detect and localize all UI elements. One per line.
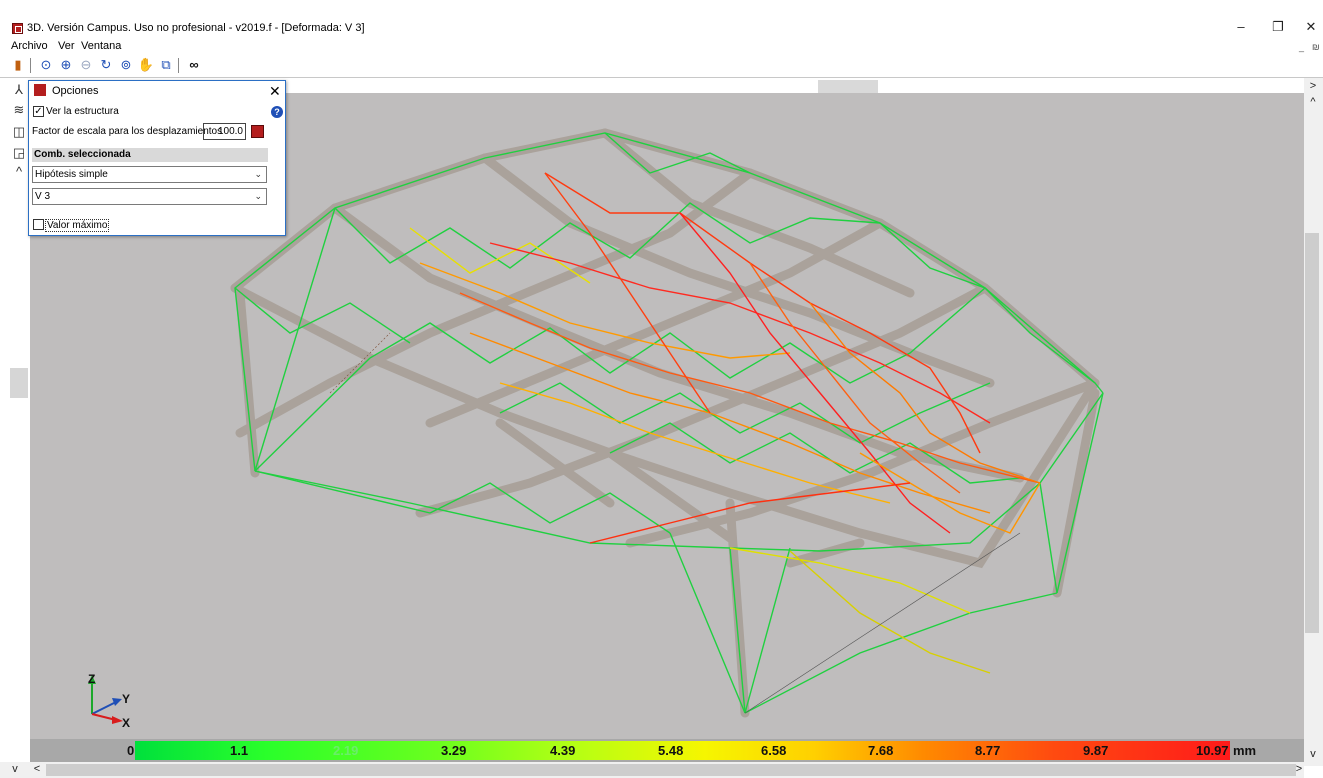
cube-icon[interactable]: ◫ [12,124,26,139]
mdi-minimize-button[interactable]: _ [1299,42,1305,52]
panel-title: Opciones [52,85,99,97]
menu-ventana[interactable]: Ventana [81,40,122,52]
factor-escala-input[interactable]: 100.0 [203,123,246,140]
top-scroll-thumb[interactable] [818,80,878,93]
scroll-up-arrow[interactable]: ^ [1310,96,1316,108]
app-logo-icon [34,84,46,97]
help-icon[interactable]: ? [271,106,283,118]
axis-x-label: X [122,716,131,730]
axis-y-label: Y [122,692,131,706]
combo-type-select[interactable]: Hipótesis simple ⌄ [32,166,267,183]
scroll-left-arrow[interactable]: < [33,763,41,775]
axis-triad [88,675,123,724]
factor-escala-label: Factor de escala para los desplazamiento… [32,126,223,137]
horizontal-scroll-thumb[interactable] [46,764,1296,776]
valor-maximo-checkbox[interactable] [33,219,44,230]
legend-label: 8.77 [975,743,1001,758]
calculator-icon[interactable] [251,125,264,138]
rotate-icon[interactable]: ↻ [100,57,112,72]
zoom-all-icon[interactable]: ⊕ [60,57,72,72]
cube-rotate-icon[interactable]: ◲ [12,145,26,160]
scroll-down-arrow[interactable]: v [1310,748,1316,760]
scroll-right-top-arrow[interactable]: > [1309,80,1317,92]
mdi-restore-button[interactable]: ₪ [1312,42,1320,52]
options-panel: Opciones ✕ ? ✓ Ver la estructura Factor … [28,80,286,236]
displacement-legend: 0 1.1 2.19 3.29 4.39 5.48 6.58 7.68 8.77… [30,739,1304,762]
pan-hand-icon[interactable]: ✋ [137,57,155,72]
deformed-warm-members [409,172,1041,674]
axes-icon[interactable]: ⅄ [15,82,23,97]
combo-case-select[interactable]: V 3 ⌄ [32,188,267,205]
undeformed-structure [230,128,1100,718]
chevron-down-icon: ⌄ [254,169,262,179]
combo-case-value: V 3 [35,191,51,202]
close-button[interactable]: ✕ [1305,19,1317,34]
legend-label: 6.58 [761,743,787,758]
exit-door-icon[interactable]: ▮ [14,57,22,72]
window-title: 3D. Versión Campus. Uso no profesional -… [27,22,365,34]
legend-label: 1.1 [230,743,249,758]
left-scroll-stub[interactable] [10,368,28,398]
chevron-up-icon[interactable]: ^ [15,164,23,179]
comb-seleccionada-header: Comb. seleccionada [32,148,268,162]
reference-line [744,532,1021,714]
zoom-in-icon[interactable]: ⊚ [120,57,132,72]
legend-label: 9.87 [1083,743,1109,758]
legend-label: 5.48 [658,743,684,758]
panel-title-bar: Opciones [34,84,99,97]
toolbar-divider [0,77,1323,78]
menu-bar: Archivo Ver Ventana [0,38,1323,54]
ver-estructura-label: Ver la estructura [46,106,119,117]
minimize-button[interactable]: ‒ [1237,19,1245,34]
zoom-out-icon[interactable]: ⊖ [80,57,92,72]
app-logo-icon [12,23,23,34]
toolbar-separator [178,58,179,73]
structure-drawing [230,128,1104,718]
menu-archivo[interactable]: Archivo [11,40,48,52]
title-bar: 3D. Versión Campus. Uso no profesional -… [0,0,1323,36]
deformed-green-members [234,132,1104,714]
legend-label: 4.39 [550,743,576,758]
toolbar-separator [30,58,31,73]
vertical-scroll-thumb[interactable] [1305,233,1319,633]
restore-button[interactable]: ❐ [1272,19,1284,34]
binoculars-icon[interactable]: ∞ [189,57,199,72]
valor-maximo-label: Valor máximo [45,219,110,232]
scroll-down-left-arrow[interactable]: v [12,763,18,775]
legend-label: 3.29 [441,743,467,758]
panel-close-button[interactable]: ✕ [269,83,281,99]
color-scale-bar [135,741,1230,760]
menu-ver[interactable]: Ver [58,40,75,52]
chevron-down-icon: ⌄ [254,191,262,201]
legend-label: 7.68 [868,743,894,758]
legend-label: 0 [127,743,135,758]
scroll-right-arrow[interactable]: > [1295,763,1303,775]
legend-unit: mm [1233,743,1257,758]
layers-icon[interactable]: ≋ [13,102,25,117]
legend-label: 2.19 [333,743,359,758]
left-toolbar [0,78,30,766]
legend-label: 10.97 [1196,743,1229,758]
combo-type-value: Hipótesis simple [35,169,108,180]
3d-viewport[interactable] [30,93,1304,739]
view-select-icon[interactable]: ⧉ [161,57,171,72]
axis-z-label: Z [88,672,96,686]
ver-estructura-checkbox[interactable]: ✓ [33,106,44,117]
zoom-window-icon[interactable]: ⊙ [40,57,52,72]
